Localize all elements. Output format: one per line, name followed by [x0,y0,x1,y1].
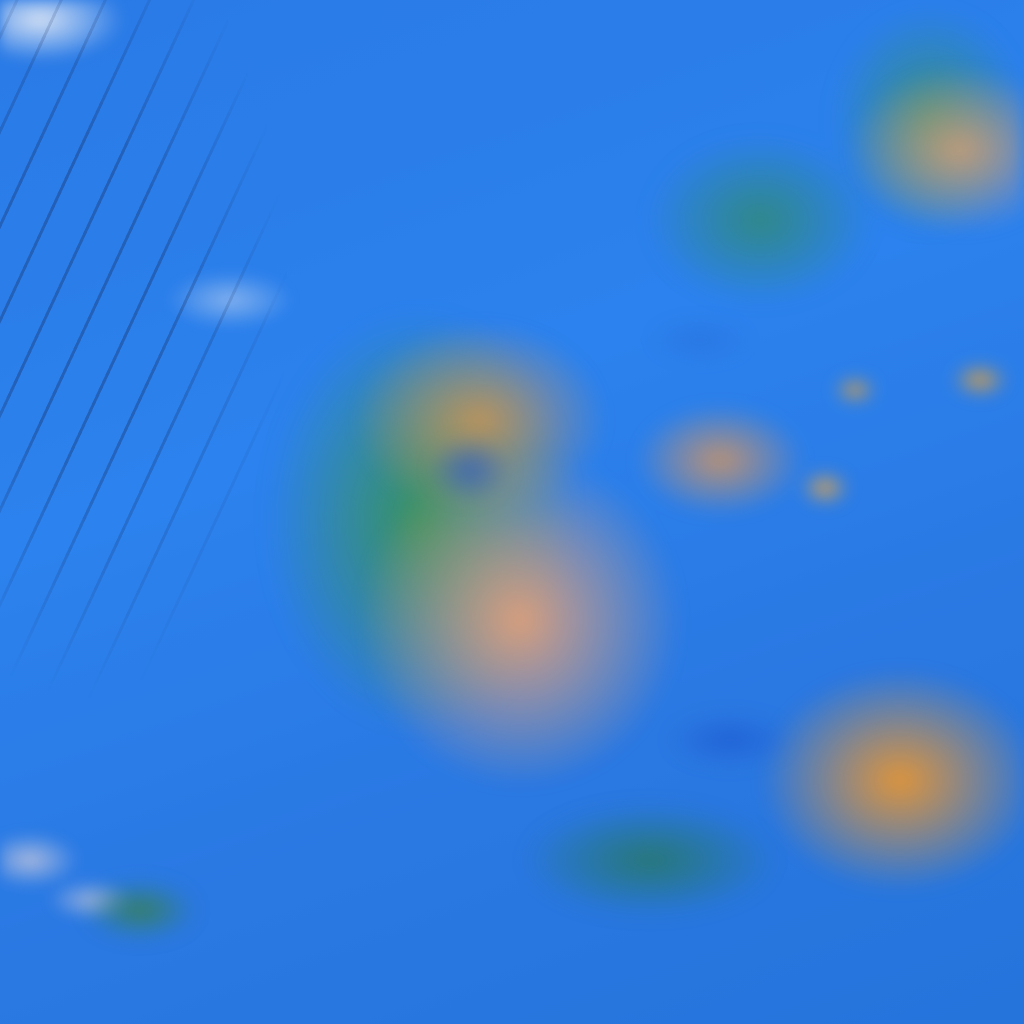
clear-gaps-layer [0,0,1024,1024]
satellite-image [0,0,1024,1024]
